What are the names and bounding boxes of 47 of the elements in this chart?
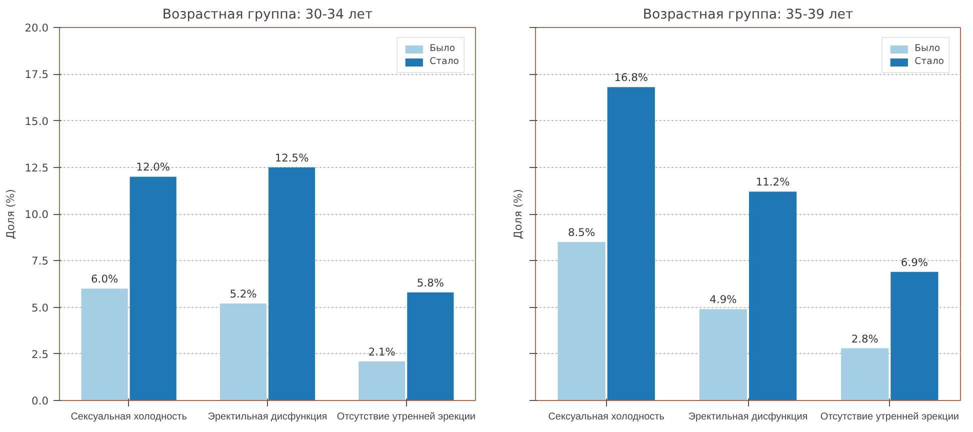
data-label: 8.5% xyxy=(568,226,596,239)
legend-label: Стало xyxy=(914,56,944,67)
data-label: 4.9% xyxy=(710,293,737,306)
x-tick-label: Эректильная дисфункция xyxy=(688,412,808,422)
bar xyxy=(558,242,606,400)
bar xyxy=(607,87,655,400)
x-tick-label: Отсутствие утренней эрекции xyxy=(820,412,960,422)
y-tick-label: 15.0 xyxy=(24,114,49,128)
y-axis-title: Доля (%) xyxy=(4,189,17,239)
bar xyxy=(220,304,267,400)
y-tick-label: 20.0 xyxy=(24,22,49,34)
data-label: 16.8% xyxy=(614,71,648,84)
legend-label: Было xyxy=(430,43,456,54)
y-tick-label: 5.0 xyxy=(32,301,49,314)
y-tick-label: 0.0 xyxy=(32,394,49,408)
y-tick-label: 12.5 xyxy=(24,161,49,174)
data-label: 12.5% xyxy=(274,151,309,164)
x-tick-label: Сексуальная холодность xyxy=(548,412,664,422)
x-tick-label: Эректильная дисфункция xyxy=(208,412,328,422)
y-tick-label: 7.5 xyxy=(32,254,49,268)
x-tick-label: Отсутствие утренней эрекции xyxy=(336,412,476,422)
bar xyxy=(358,361,406,400)
y-tick-label: 10.0 xyxy=(24,208,49,221)
bar xyxy=(699,309,748,400)
x-tick-label: Сексуальная холодность xyxy=(70,412,187,422)
y-axis-title: Доля (%) xyxy=(512,189,524,239)
bar xyxy=(81,288,128,400)
data-label: 12.0% xyxy=(136,160,170,174)
bar xyxy=(841,348,889,400)
legend-label: Стало xyxy=(430,56,459,67)
data-label: 6.9% xyxy=(900,256,928,269)
bar xyxy=(748,192,797,400)
y-tick-label: 2.5 xyxy=(32,348,49,361)
data-label: 6.0% xyxy=(91,272,118,286)
bar xyxy=(130,176,176,400)
bar xyxy=(268,167,316,400)
bar xyxy=(407,292,454,400)
data-label: 2.8% xyxy=(851,332,878,346)
chart-title: Возрастная группа: 35-39 лет xyxy=(642,8,854,22)
data-label: 11.2% xyxy=(756,176,790,189)
data-label: 5.2% xyxy=(230,288,257,301)
legend-label: Было xyxy=(914,43,940,54)
data-label: 5.8% xyxy=(416,276,444,290)
chart-title: Возрастная группа: 30-34 лет xyxy=(162,8,373,22)
y-tick-label: 17.5 xyxy=(24,68,49,82)
data-label: 2.1% xyxy=(368,345,396,358)
bar xyxy=(890,272,938,400)
